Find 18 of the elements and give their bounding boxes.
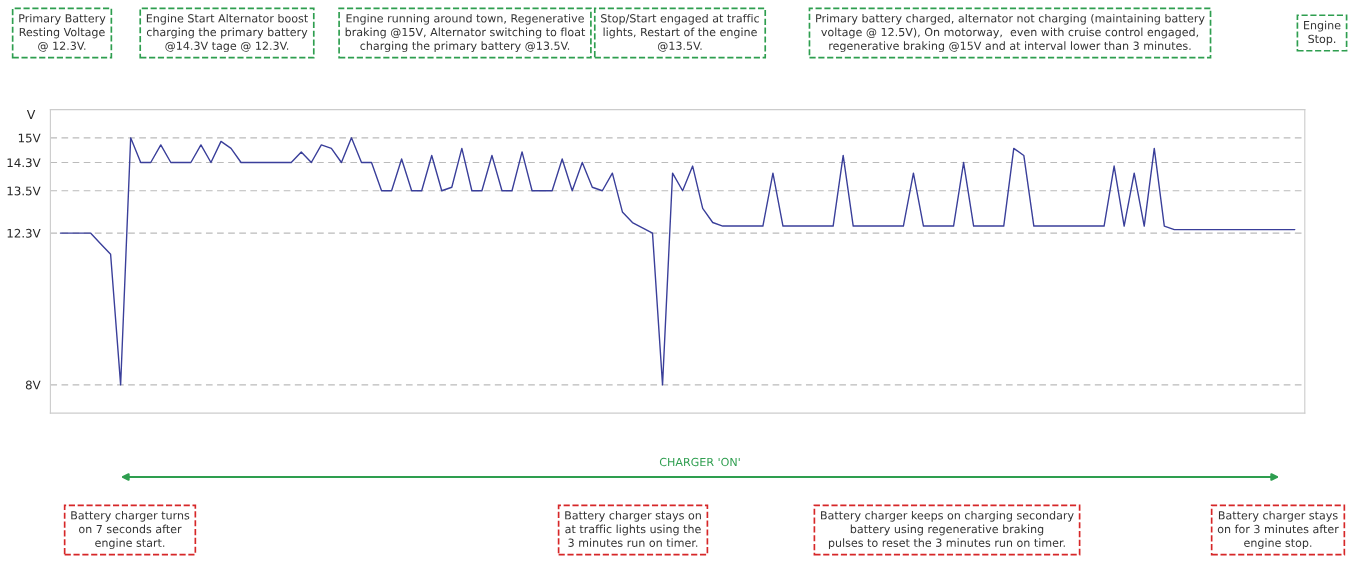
- text: Battery charger stays on at traffic lights using the 3 minutes run on timer.: [565, 510, 701, 547]
- y-tick-label: 12.3V: [7, 228, 41, 238]
- text: Stop/Start engaged at traffic lights, Restart of the engine @13.5V.: [601, 13, 759, 52]
- text: Primary Battery Resting Voltage @ 12.3V.: [19, 13, 106, 52]
- y-tick-label: 13.5V: [7, 186, 41, 196]
- text: Engine Start Alternator boost charging the primary battery @14.3V tage @ 12.3V.: [146, 13, 308, 53]
- text: Battery charger turns on 7 seconds after engine start.: [71, 510, 190, 550]
- text: Engine Stop.: [1304, 20, 1341, 46]
- text: Engine running around town, Regenerative braking @15V, Alternator switching to float charging the primary battery @13.5V.: [345, 13, 586, 53]
- text: Primary battery charged, alternator not charging (maintaining battery voltage @ 12.5V), On motorway, even with cruise control engaged, regenerative braking @15V and at interval lower than 3 minutes.: [816, 13, 1205, 53]
- y-tick-label: 14.3V: [7, 158, 41, 168]
- text: Battery charger stays on for 3 minutes after engine stop.: [1217, 510, 1339, 550]
- text: CHARGER 'ON': [659, 457, 740, 467]
- line-series: [59, 137, 1296, 386]
- y-tick-label: 8V: [25, 380, 41, 390]
- y-axis-title: V: [26, 109, 36, 120]
- text: Battery charger keeps on charging secondary battery using regenerative braking pulses to reset the 3 minutes run on timer.: [821, 510, 1074, 550]
- y-tick-label: 15V: [18, 133, 41, 143]
